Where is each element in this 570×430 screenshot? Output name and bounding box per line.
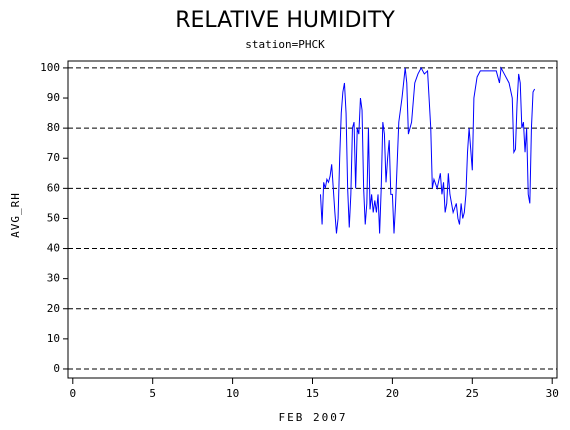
y-tick-label: 10 xyxy=(47,332,60,345)
y-tick-label: 90 xyxy=(47,91,60,104)
y-axis-label: AVG_RH xyxy=(9,192,22,238)
x-tick-label: 20 xyxy=(386,387,399,400)
y-tick-label: 40 xyxy=(47,242,60,255)
x-axis-label: FEB 2007 xyxy=(279,411,348,424)
x-tick-label: 30 xyxy=(546,387,559,400)
x-tick-label: 0 xyxy=(69,387,76,400)
x-tick-label: 10 xyxy=(226,387,239,400)
y-tick-label: 50 xyxy=(47,211,60,224)
x-tick-label: 15 xyxy=(306,387,319,400)
y-tick-label: 80 xyxy=(47,121,60,134)
y-tick-label: 100 xyxy=(40,61,60,74)
plot-frame xyxy=(67,60,558,379)
y-tick-label: 60 xyxy=(47,181,60,194)
y-tick-label: 30 xyxy=(47,272,60,285)
chart-title: RELATIVE HUMIDITY xyxy=(175,8,395,33)
chart-subtitle: station=PHCK xyxy=(245,38,325,51)
x-tick-label: 25 xyxy=(466,387,479,400)
y-tick-label: 70 xyxy=(47,151,60,164)
y-tick-label: 20 xyxy=(47,302,60,315)
y-tick-label: 0 xyxy=(53,362,60,375)
x-tick-label: 5 xyxy=(149,387,156,400)
data-line xyxy=(319,66,536,234)
